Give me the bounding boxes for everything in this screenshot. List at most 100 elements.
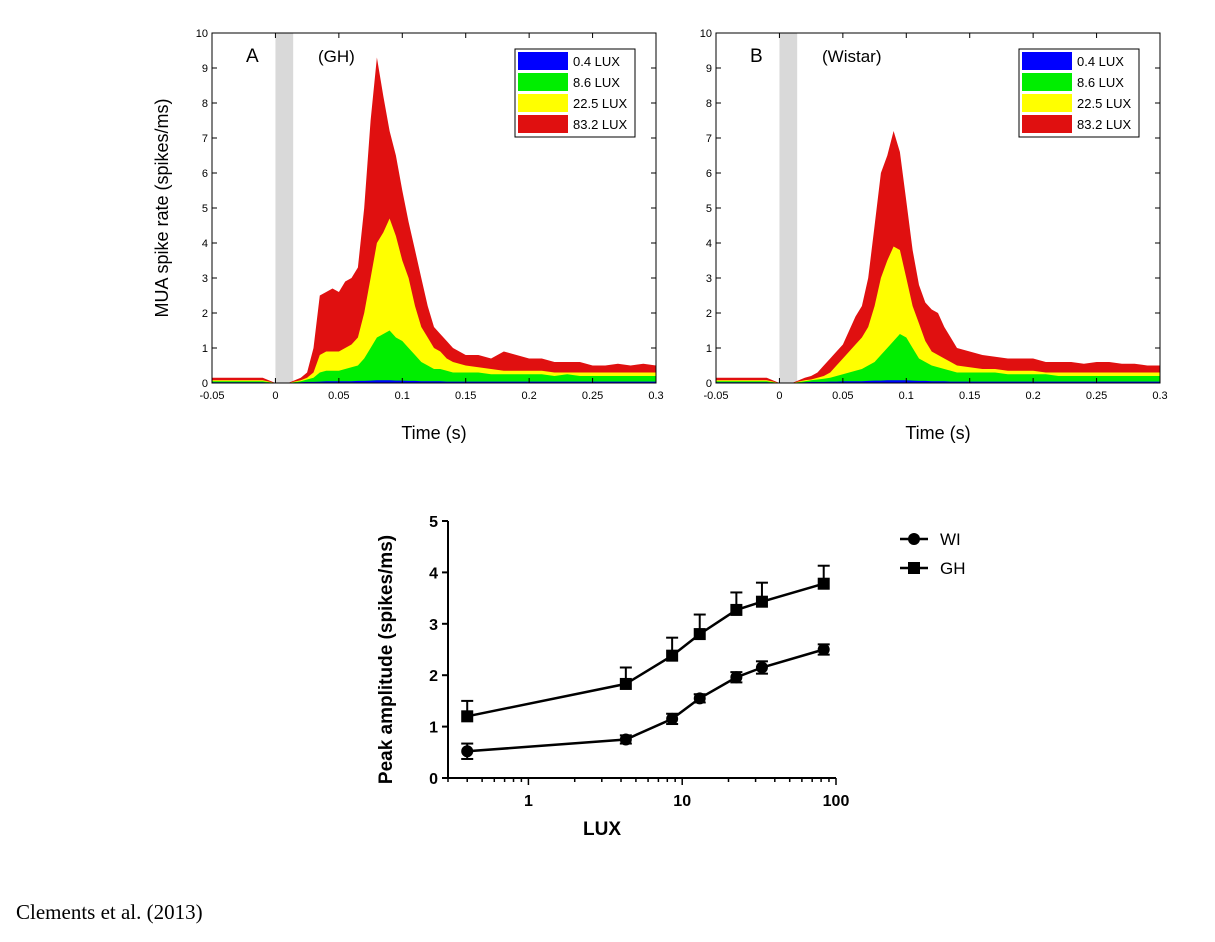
panel-a-legend-label: 83.2 LUX xyxy=(573,117,628,132)
peak-series-wi-line xyxy=(467,648,825,753)
panel-b-x-tick-label: 0.1 xyxy=(899,390,914,402)
panel-b-legend-swatch xyxy=(1022,115,1072,133)
panel-a-legend-swatch xyxy=(518,52,568,70)
panel-b-y-tick-label: 5 xyxy=(706,203,712,215)
panel-a-y-tick-label: 3 xyxy=(202,273,208,285)
panel-a-panel-letter: A xyxy=(246,46,259,67)
peak-legend-gh-label: GH xyxy=(940,559,966,578)
panel-a-stimulus-band xyxy=(275,33,294,383)
panel-a-legend-label: 22.5 LUX xyxy=(573,96,628,111)
peak-series-gh-point xyxy=(666,649,679,662)
panel-b-legend-swatch xyxy=(1022,73,1072,91)
panel-b-y-tick-label: 4 xyxy=(706,238,712,250)
panel-b-strain-label: (Wistar) xyxy=(822,47,881,66)
panel-a-y-tick-label: 9 xyxy=(202,63,208,75)
peak-series-wi-point xyxy=(461,745,474,758)
peak-x-axis-label: LUX xyxy=(583,819,621,840)
panel-b-legend-label: 22.5 LUX xyxy=(1077,96,1132,111)
panel-b-x-axis-label: Time (s) xyxy=(905,423,970,443)
panel-a-x-axis-label: Time (s) xyxy=(401,423,466,443)
panel-a-y-tick-label: 5 xyxy=(202,203,208,215)
panel-a-legend: 0.4 LUX 8.6 LUX 22.5 LUX 83.2 LUX xyxy=(514,48,636,138)
panel-b-x-tick-label: 0.3 xyxy=(1152,390,1167,402)
panel-b-x-tick-label: -0.05 xyxy=(703,390,728,402)
panel-a-legend-label: 8.6 LUX xyxy=(573,75,620,90)
peak-series-gh-point xyxy=(619,677,632,690)
panel-b-legend-label: 8.6 LUX xyxy=(1077,75,1124,90)
panel-a-x-tick-label: 0.3 xyxy=(648,390,663,402)
panel-b-y-tick-label: 9 xyxy=(706,63,712,75)
peak-series-gh-point xyxy=(461,710,474,723)
panel-b-legend-label: 83.2 LUX xyxy=(1077,117,1132,132)
panel-a-y-axis-label: MUA spike rate (spikes/ms) xyxy=(152,98,172,317)
panel-a-x-tick-label: 0.2 xyxy=(521,390,536,402)
panel-b-area-83-2-lux xyxy=(716,131,1160,383)
panel-a-y-tick-label: 0 xyxy=(202,378,208,390)
peak-series-wi-point xyxy=(666,712,679,725)
panel-a-area-83-2-lux xyxy=(212,57,656,383)
peak-x-tick-label: 100 xyxy=(823,793,850,810)
panel-a-y-tick-label: 4 xyxy=(202,238,208,250)
citation: Clements et al. (2013) xyxy=(16,900,203,924)
panel-b-x-tick-label: 0 xyxy=(776,390,782,402)
panel-b-area-0-4-lux xyxy=(716,380,1160,383)
panel-b-y-tick-label: 1 xyxy=(706,343,712,355)
peak-x-tick-label: 1 xyxy=(524,793,533,810)
panel-a-x-tick-label: 0 xyxy=(272,390,278,402)
panel-b-x-tick-label: 0.15 xyxy=(959,390,980,402)
panel-b-y-tick-label: 7 xyxy=(706,133,712,145)
panel-a-x-tick-label: 0.25 xyxy=(582,390,603,402)
peak-series-gh-point xyxy=(755,595,768,608)
panel-b-legend-label: 0.4 LUX xyxy=(1077,54,1124,69)
panel-b-x-tick-label: 0.05 xyxy=(832,390,853,402)
panel-b-y-tick-label: 6 xyxy=(706,168,712,180)
peak-series-wi-point xyxy=(693,692,706,705)
peak-series-wi-point xyxy=(730,671,743,684)
panel-a-y-tick-label: 10 xyxy=(196,28,208,40)
panel-b-panel-letter: B xyxy=(750,46,763,67)
peak-series-gh-point xyxy=(730,603,743,616)
peak-series-wi-point xyxy=(755,661,768,674)
panel-a-y-tick-label: 7 xyxy=(202,133,208,145)
peak-legend-wi-label: WI xyxy=(940,530,961,549)
peak-legend-wi-marker xyxy=(908,533,920,545)
peak-x-tick-label: 10 xyxy=(673,793,691,810)
peak-series-gh-point xyxy=(817,577,830,590)
panel-a-area-22-5-lux xyxy=(212,218,656,383)
panel-a-x-tick-label: -0.05 xyxy=(199,390,224,402)
panel-b-legend: 0.4 LUX 8.6 LUX 22.5 LUX 83.2 LUX xyxy=(1018,48,1140,138)
panel-a-legend-swatch xyxy=(518,94,568,112)
panel-b-area-8-6-lux xyxy=(716,334,1160,383)
peak-y-tick-label: 2 xyxy=(429,668,438,685)
peak-y-tick-label: 0 xyxy=(429,771,438,788)
peak-series-wi-point xyxy=(619,733,632,746)
peak-y-axis-label: Peak amplitude (spikes/ms) xyxy=(376,535,397,784)
panel-b-y-tick-label: 2 xyxy=(706,308,712,320)
panel-a-area-8-6-lux xyxy=(212,330,656,383)
panel-a-strain-label: (GH) xyxy=(318,47,355,66)
panel-b-legend-swatch xyxy=(1022,52,1072,70)
panel-b-x-tick-label: 0.2 xyxy=(1025,390,1040,402)
panel-b-x-tick-label: 0.25 xyxy=(1086,390,1107,402)
peak-legend-gh-marker xyxy=(908,562,920,574)
peak-amplitude-chart: 0 1 2 3 4 5 1 10 100 LUX Peak amplitude (spikes/ms… xyxy=(376,514,966,840)
panel-a-area-0-4-lux xyxy=(212,380,656,383)
panel-a-y-tick-label: 6 xyxy=(202,168,208,180)
peak-y-tick-label: 1 xyxy=(429,720,438,737)
peak-series-gh-line xyxy=(466,582,825,718)
panel-b-y-tick-label: 8 xyxy=(706,98,712,110)
panel-a-y-tick-label: 8 xyxy=(202,98,208,110)
panel-b-y-tick-label: 3 xyxy=(706,273,712,285)
panel-a-x-tick-label: 0.05 xyxy=(328,390,349,402)
panel-a-x-tick-label: 0.15 xyxy=(455,390,476,402)
panel-b-y-tick-label: 0 xyxy=(706,378,712,390)
panel-b-stimulus-band xyxy=(779,33,798,383)
peak-y-tick-label: 5 xyxy=(429,514,438,531)
peak-series-wi-point xyxy=(817,643,830,656)
panel-a-legend-label: 0.4 LUX xyxy=(573,54,620,69)
panel-b-y-tick-label: 10 xyxy=(700,28,712,40)
panel-b-area-22-5-lux xyxy=(716,246,1160,383)
